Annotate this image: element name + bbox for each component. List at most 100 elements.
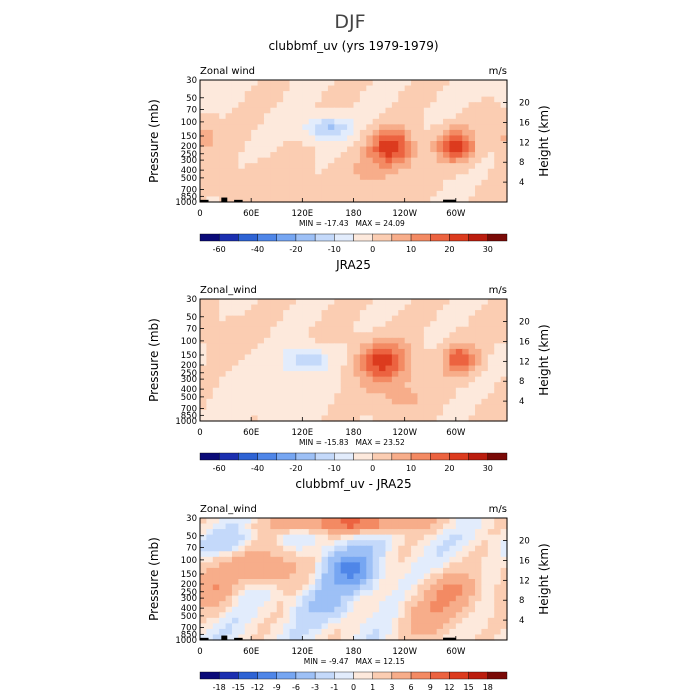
heatmap-cell <box>449 415 457 422</box>
heatmap-cell <box>430 163 438 170</box>
heatmap-cell <box>276 540 284 547</box>
colorbar-swatch <box>295 671 316 680</box>
heatmap-cell <box>449 590 457 597</box>
heatmap-cell <box>321 326 329 333</box>
heatmap-cell <box>270 326 278 333</box>
heatmap-cell <box>231 529 239 536</box>
heatmap-cell <box>231 606 239 613</box>
heatmap-cell <box>468 185 476 192</box>
heatmap-cell <box>436 85 444 92</box>
heatmap-cell <box>251 623 259 630</box>
heatmap-cell <box>398 529 406 536</box>
heatmap-cell <box>366 157 374 164</box>
heatmap-cell <box>347 321 355 328</box>
heatmap-cell <box>500 129 508 137</box>
heatmap-cell <box>321 518 329 525</box>
heatmap-cell <box>257 124 265 131</box>
heatmap-cell <box>475 310 483 317</box>
heatmap-cell <box>200 113 207 120</box>
heatmap-cell <box>289 612 297 619</box>
heatmap-cell <box>417 141 425 148</box>
heatmap-cell <box>257 168 265 175</box>
heatmap-cell <box>500 404 508 411</box>
heatmap-cell <box>379 529 387 536</box>
heatmap-cell <box>219 409 227 417</box>
heatmap-cell <box>391 371 399 378</box>
heatmap-cell <box>302 168 310 175</box>
heatmap-cell <box>206 376 214 383</box>
heatmap-cell <box>500 190 508 198</box>
heatmap-cell <box>295 628 303 636</box>
heatmap-cell <box>366 518 374 525</box>
heatmap-cell <box>238 185 246 192</box>
heatmap-cell <box>334 623 342 630</box>
heatmap-cell <box>481 185 489 192</box>
heatmap-cell <box>263 124 271 131</box>
heatmap-cell <box>308 332 316 339</box>
heatmap-cell <box>398 573 406 580</box>
heatmap-cell <box>347 326 355 333</box>
heatmap-cell <box>436 152 444 159</box>
heatmap-cell <box>359 387 367 394</box>
heatmap-cell <box>391 360 399 367</box>
heatmap-cell <box>417 113 425 120</box>
heatmap-cell <box>257 534 265 541</box>
heatmap-cell <box>251 174 259 181</box>
heatmap-cell <box>455 174 463 181</box>
heatmap-cell <box>308 518 316 525</box>
heatmap-cell <box>308 523 316 530</box>
heatmap-cell <box>494 326 502 333</box>
heatmap-cell <box>231 80 239 87</box>
heatmap-cell <box>327 113 335 120</box>
heatmap-cell <box>270 185 278 192</box>
heatmap-cell <box>263 567 271 575</box>
heatmap-cell <box>283 382 291 389</box>
heatmap-cell <box>327 196 335 203</box>
heatmap-cell <box>283 80 291 87</box>
heatmap-cell <box>270 606 278 613</box>
heatmap-cell <box>353 179 361 186</box>
heatmap-cell <box>475 102 483 109</box>
heatmap-cell <box>494 634 502 641</box>
heatmap-cell <box>308 556 316 563</box>
heatmap-cell <box>366 628 374 636</box>
heatmap-cell <box>481 404 489 411</box>
heatmap-cell <box>366 332 374 339</box>
heatmap-cell <box>315 135 323 142</box>
heatmap-cell <box>212 91 220 98</box>
heatmap-cell <box>251 299 259 306</box>
heatmap-cell <box>315 573 323 580</box>
heatmap-cell <box>391 623 399 630</box>
heatmap-cell <box>276 179 284 186</box>
heatmap-cell <box>308 573 316 580</box>
heatmap-cell <box>423 606 431 613</box>
heatmap-cell <box>340 135 348 142</box>
heatmap-cell <box>315 118 323 125</box>
heatmap-cell <box>340 529 348 536</box>
heatmap-cell <box>455 185 463 192</box>
heatmap-cell <box>327 371 335 378</box>
heatmap-cell <box>283 141 291 148</box>
heatmap-cell <box>340 96 348 103</box>
heatmap-cell <box>455 529 463 536</box>
heatmap-cell <box>475 573 483 580</box>
heatmap-cell <box>430 529 438 536</box>
heatmap-cell <box>231 376 239 383</box>
heatmap-cell <box>200 135 207 142</box>
heatmap-cell <box>500 628 508 636</box>
heatmap-cell <box>366 315 374 322</box>
heatmap-cell <box>257 376 265 383</box>
heatmap-cell <box>244 348 252 356</box>
heatmap-cell <box>257 551 265 558</box>
heatmap-cell <box>391 382 399 389</box>
heatmap-cell <box>443 623 451 630</box>
y-tick-label: 100 <box>181 118 197 128</box>
heatmap-cell <box>289 80 297 87</box>
heatmap-cell <box>251 365 259 372</box>
heatmap-cell <box>238 365 246 372</box>
heatmap-cell <box>225 387 233 394</box>
heatmap-cell <box>283 118 291 125</box>
heatmap-cell <box>231 523 239 530</box>
heatmap-cell <box>372 540 380 547</box>
heatmap-cell <box>455 623 463 630</box>
